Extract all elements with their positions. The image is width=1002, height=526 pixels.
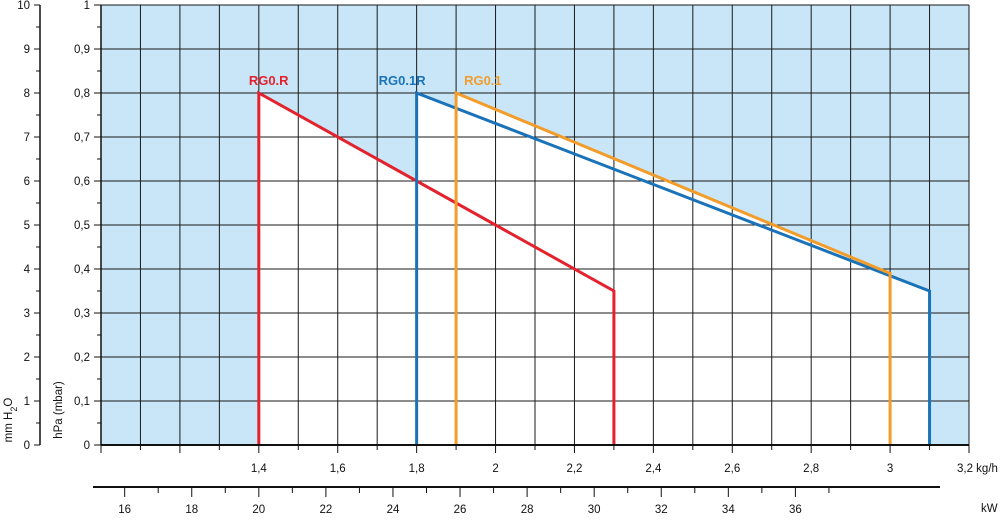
- y-mm-tick-label: 1: [24, 396, 30, 408]
- kw-tick-label: 34: [722, 504, 735, 516]
- series-label-rg0-r: RG0.R: [249, 73, 289, 88]
- y-mm-axis-title: mm H2O: [3, 398, 19, 443]
- series-label-rg0-1: RG0.1: [464, 73, 502, 88]
- x-tick-label: 1,4: [251, 463, 268, 475]
- y-hpa-tick-label: 0,9: [74, 44, 90, 56]
- kw-tick-label: 22: [319, 504, 332, 516]
- y-mm-tick-label: 6: [24, 176, 30, 188]
- kw-tick-label: 28: [521, 504, 534, 516]
- y-mm-tick-label: 7: [24, 132, 30, 144]
- kw-tick-label: 30: [588, 504, 601, 516]
- y-mm-tick-label: 2: [24, 352, 30, 364]
- y-hpa-tick-label: 0,1: [74, 396, 90, 408]
- y-hpa-axis-title: hPa (mbar): [53, 381, 65, 439]
- y-hpa-tick-label: 0,8: [74, 88, 90, 100]
- y-hpa-tick-label: 1: [84, 0, 90, 12]
- series-labels: RG0.R RG0.1R RG0.1: [249, 73, 502, 88]
- y-mm-tick-label: 9: [24, 44, 30, 56]
- x-tick-label: 2,8: [803, 463, 819, 475]
- x-tick-label: 2: [492, 463, 498, 475]
- y-mm-tick-label: 4: [24, 264, 31, 276]
- x-tick-label: 3: [887, 463, 893, 475]
- x-tick-label: 2,6: [724, 463, 740, 475]
- y-mm-tick-label: 0: [24, 440, 30, 452]
- series-lines: [257, 90, 932, 445]
- x-tick-label: 2,4: [645, 463, 662, 475]
- kw-tick-label: 20: [252, 504, 265, 516]
- y-hpa-tick-label: 0: [84, 440, 90, 452]
- series-line-rg0-1r: [415, 90, 932, 445]
- y-mm-tick-label: 8: [24, 88, 30, 100]
- kw-tick-label: 16: [118, 504, 131, 516]
- x-tick-label: 1,6: [330, 463, 346, 475]
- y-mm-tick-label: 10: [17, 0, 30, 12]
- kw-tick-label: 24: [387, 504, 400, 516]
- y-hpa-tick-label: 0,2: [74, 352, 90, 364]
- x-tick-label: 2,2: [566, 463, 582, 475]
- series-line-rg0-r: [257, 90, 616, 445]
- y-hpa-tick-label: 0,6: [74, 176, 90, 188]
- y-hpa-tick-label: 0,7: [74, 132, 90, 144]
- y-mm-tick-label: 3: [24, 308, 30, 320]
- kw-tick-label: 36: [789, 504, 802, 516]
- y-hpa-tick-label: 0,3: [74, 308, 90, 320]
- kw-axis-title: kW: [981, 503, 998, 515]
- y-mm-tick-label: 5: [24, 220, 30, 232]
- y-hpa-tick-label: 0,5: [74, 220, 90, 232]
- kw-tick-label: 26: [454, 504, 467, 516]
- series-line-rg0-1: [454, 90, 892, 445]
- y-hpa-tick-label: 0,4: [74, 264, 91, 276]
- kw-tick-label: 18: [185, 504, 198, 516]
- series-label-rg0-1r: RG0.1R: [379, 73, 427, 88]
- x-tick-label: 3,2 kg/h: [957, 463, 998, 475]
- x-tick-label: 1,8: [409, 463, 425, 475]
- axes: 1,4 1,6 1,8 2 2,2 2,4 2,6 2,8 3 3,2 kg/h 0 0,1 0,2 0,…: [3, 0, 998, 516]
- kw-tick-label: 32: [655, 504, 668, 516]
